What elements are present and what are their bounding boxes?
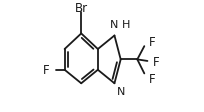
Text: F: F — [149, 36, 155, 49]
Text: N: N — [110, 20, 119, 30]
Text: Br: Br — [75, 2, 88, 15]
Text: N: N — [116, 87, 125, 97]
Text: F: F — [42, 64, 49, 77]
Text: H: H — [122, 20, 130, 30]
Text: F: F — [153, 55, 160, 68]
Text: F: F — [149, 72, 155, 85]
